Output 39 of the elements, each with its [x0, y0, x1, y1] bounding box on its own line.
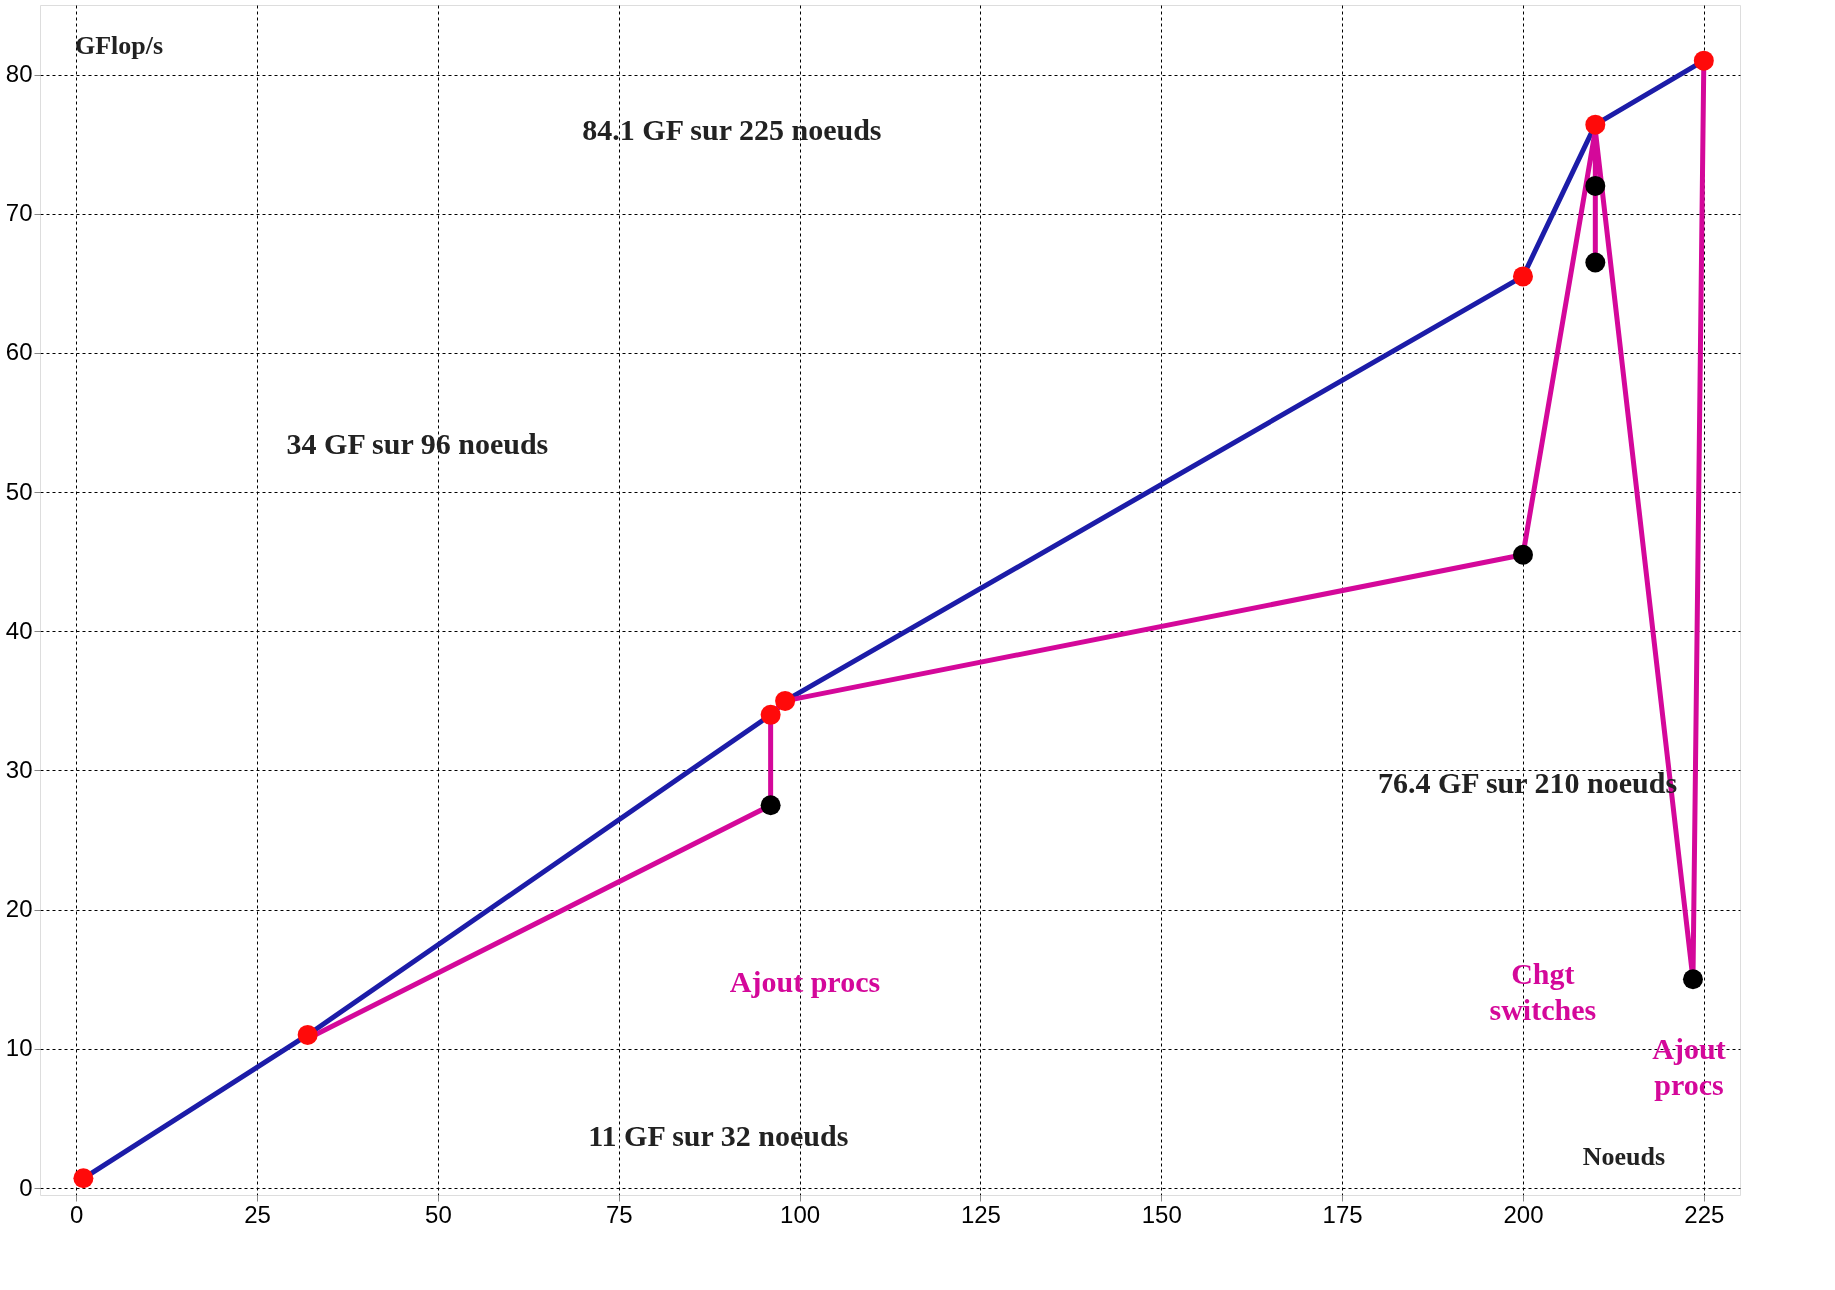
x-tick-label: 75 — [605, 1200, 633, 1228]
annotation: Ajout procs — [1652, 1031, 1726, 1101]
point — [760, 795, 781, 816]
x-tick-label: 175 — [1322, 1200, 1363, 1228]
y-axis-title: GFlop/s — [75, 31, 164, 60]
x-axis-title: Noeuds — [1582, 1142, 1665, 1171]
annotation: Ajout procs — [729, 965, 881, 999]
point — [1585, 175, 1606, 196]
y-tick-label: 60 — [5, 338, 33, 366]
y-tick-label: 20 — [5, 895, 33, 923]
x-tick-label: 225 — [1684, 1200, 1725, 1228]
y-tick-label: 80 — [5, 60, 33, 88]
point — [1682, 969, 1703, 990]
point — [1585, 114, 1606, 135]
point — [1512, 266, 1533, 287]
point — [73, 1168, 94, 1189]
y-tick-label: 70 — [5, 199, 33, 227]
x-tick-label: 100 — [780, 1200, 821, 1228]
x-tick-label: 50 — [425, 1200, 452, 1228]
x-tick-label: 200 — [1503, 1200, 1544, 1228]
annotation: 11 GF sur 32 noeuds — [588, 1118, 849, 1152]
y-tick-label: 10 — [5, 1034, 33, 1062]
y-tick-label: 0 — [19, 1173, 33, 1201]
point — [775, 690, 796, 711]
x-tick-label: 125 — [960, 1200, 1001, 1228]
point — [760, 704, 781, 725]
point — [1585, 252, 1606, 273]
y-tick-label: 40 — [5, 616, 33, 644]
point — [1693, 50, 1714, 71]
annotation: 34 GF sur 96 noeuds — [286, 427, 549, 461]
x-tick-label: 150 — [1141, 1200, 1182, 1228]
y-tick-label: 30 — [5, 756, 33, 783]
point — [1512, 544, 1533, 565]
annotation: 84.1 GF sur 225 noeuds — [582, 113, 882, 147]
point — [297, 1024, 318, 1045]
y-tick-label: 50 — [5, 477, 33, 505]
x-tick-label: 25 — [244, 1200, 271, 1228]
annotation: Chgt switches — [1489, 956, 1597, 1026]
x-tick-label: 0 — [69, 1200, 84, 1228]
